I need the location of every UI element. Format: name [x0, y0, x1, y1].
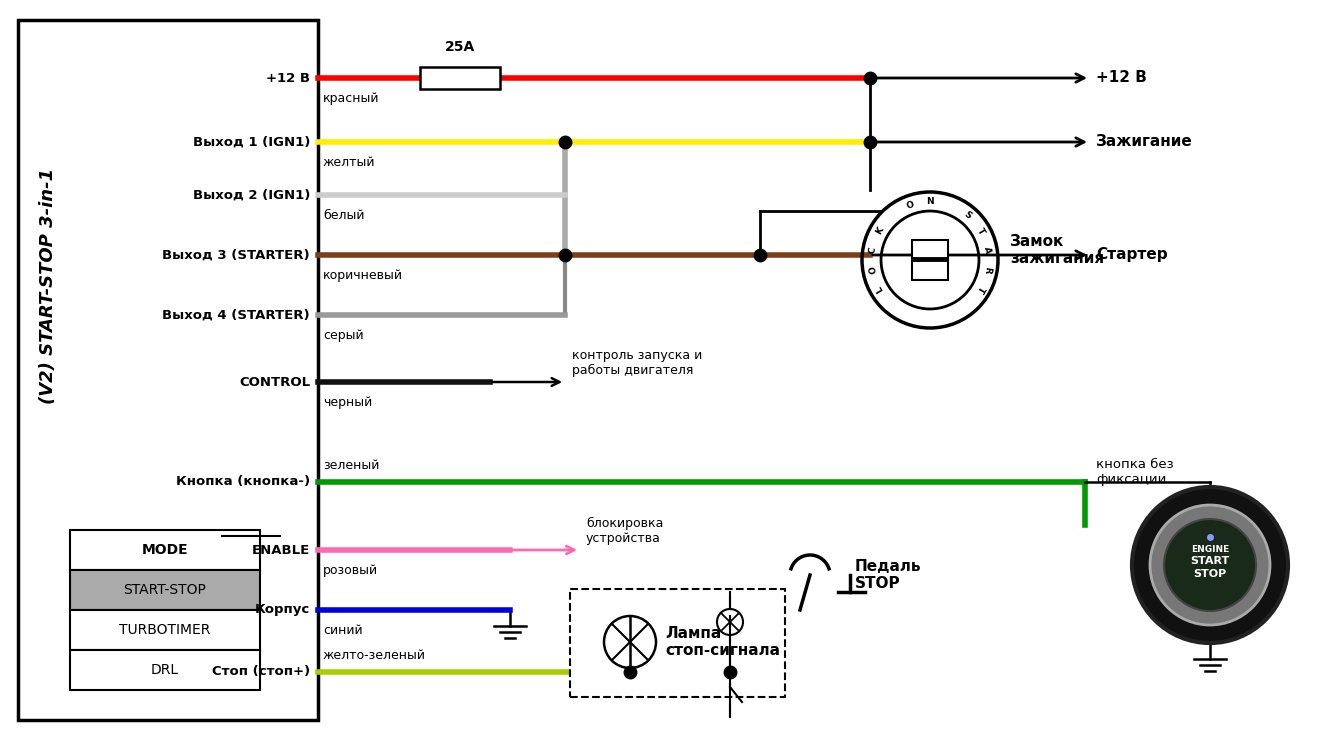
Text: TURBOTIMER: TURBOTIMER: [119, 623, 211, 637]
Text: O: O: [904, 200, 915, 211]
Text: MODE: MODE: [141, 543, 188, 557]
Text: 25A: 25A: [444, 40, 475, 54]
Text: START: START: [1190, 556, 1230, 566]
Text: белый: белый: [323, 209, 364, 222]
Circle shape: [1133, 487, 1289, 643]
Bar: [420, 67, 500, 89]
Text: Корпус: Корпус: [255, 604, 309, 616]
Bar: [69, 530, 260, 570]
Text: Зажигание: Зажигание: [1097, 134, 1193, 149]
Text: STOP: STOP: [1194, 569, 1227, 579]
Text: ENGINE: ENGINE: [1191, 544, 1229, 554]
Bar: [69, 650, 260, 690]
Text: DRL: DRL: [151, 663, 179, 677]
Text: +12 В: +12 В: [708, 590, 751, 604]
Text: Стоп (стоп+): Стоп (стоп+): [212, 665, 309, 679]
Text: CONTROL: CONTROL: [239, 376, 309, 388]
Text: кнопка без
фиксации: кнопка без фиксации: [1097, 458, 1174, 486]
Text: Педаль
STOP: Педаль STOP: [855, 559, 922, 591]
Text: Кнопка (кнопка-): Кнопка (кнопка-): [176, 476, 309, 488]
Text: Замок
зажигания: Замок зажигания: [1010, 234, 1105, 266]
Text: зеленый: зеленый: [323, 459, 379, 472]
Text: желтый: желтый: [323, 156, 375, 169]
Text: красный: красный: [323, 92, 379, 105]
Text: K: K: [874, 226, 886, 236]
Text: контроль запуска и
работы двигателя: контроль запуска и работы двигателя: [572, 349, 702, 377]
Bar: [69, 610, 260, 650]
Text: серый: серый: [323, 329, 364, 342]
Text: L: L: [874, 284, 884, 294]
Text: +12 В: +12 В: [265, 71, 309, 85]
Text: Выход 2 (IGN1): Выход 2 (IGN1): [192, 188, 309, 202]
Text: Выход 4 (STARTER): Выход 4 (STARTER): [163, 308, 309, 322]
Text: A: A: [982, 246, 992, 254]
Text: ENABLE: ENABLE: [252, 544, 309, 556]
Text: O: O: [868, 266, 878, 274]
Text: блокировка
устройства: блокировка устройства: [586, 517, 663, 545]
Text: C: C: [868, 246, 878, 254]
Circle shape: [1165, 519, 1257, 611]
Text: (V2) START-STOP 3-in-1: (V2) START-STOP 3-in-1: [39, 168, 57, 404]
Bar: [69, 570, 260, 610]
Text: коричневый: коричневый: [323, 269, 403, 282]
Text: розовый: розовый: [323, 564, 378, 577]
Circle shape: [1150, 505, 1270, 625]
Text: +12 В: +12 В: [1097, 70, 1147, 86]
Text: START-STOP: START-STOP: [124, 583, 207, 597]
Bar: [912, 240, 948, 280]
Text: N: N: [926, 197, 934, 206]
Text: Лампа
стоп-сигнала: Лампа стоп-сигнала: [666, 626, 780, 658]
Text: Стартер: Стартер: [1097, 248, 1167, 262]
Text: T: T: [975, 226, 986, 236]
Text: Выход 3 (STARTER): Выход 3 (STARTER): [163, 248, 309, 262]
Text: черный: черный: [323, 396, 372, 409]
Text: желто-зеленый: желто-зеленый: [323, 649, 426, 662]
Text: S: S: [962, 210, 972, 221]
Text: синий: синий: [323, 624, 363, 637]
Text: T: T: [975, 284, 986, 294]
Text: Выход 1 (IGN1): Выход 1 (IGN1): [192, 136, 309, 148]
Bar: [17, 20, 317, 720]
Text: R: R: [982, 266, 992, 274]
Bar: [570, 589, 784, 697]
